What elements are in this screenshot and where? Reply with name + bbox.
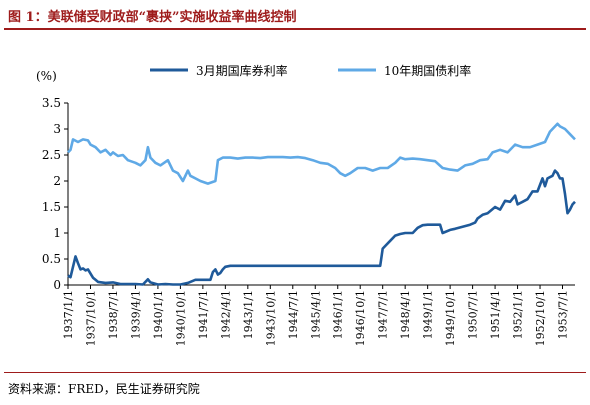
x-tick-label: 1953/7/1 [557, 290, 570, 339]
series-3m-line [67, 169, 576, 286]
x-tick-label: 1937/10/1 [84, 290, 97, 346]
y-tick-label: 2 [53, 174, 61, 188]
y-axis-unit: (%) [36, 69, 57, 83]
y-tick-label: 0.5 [42, 252, 61, 266]
x-tick-label: 1947/7/1 [377, 290, 390, 339]
series-10y-line [67, 122, 576, 185]
x-tick-label: 1938/7/1 [107, 290, 120, 339]
axes: 0 0.5 1 1.5 2 2.5 3 3.5 1937/1/1 1937/10/1 1938/7/… [42, 96, 575, 346]
chart: 3月期国库券利率 10年期国债利率 (%) 0 0.5 1 1.5 2 2.5 3 3.5 19… [36, 63, 576, 346]
x-tick-label: 1943/10/1 [264, 290, 277, 346]
x-tick-label: 1946/1/1 [332, 290, 345, 339]
x-tick-label: 1950/7/1 [467, 290, 480, 339]
x-tick-label: 1937/1/1 [62, 290, 75, 339]
source-divider [4, 372, 586, 373]
x-tick-label: 1940/10/1 [174, 290, 187, 346]
y-tick-label: 2.5 [42, 148, 61, 162]
figure-title: 图 1：美联储受财政部“裹挟”实施收益率曲线控制 [8, 10, 297, 25]
series-lines [67, 122, 576, 286]
y-tick-label: 1.5 [42, 200, 61, 214]
legend: 3月期国库券利率 10年期国债利率 [150, 63, 471, 78]
x-tick-label: 1952/1/1 [512, 290, 525, 339]
x-tick-label: 1942/4/1 [219, 290, 232, 339]
x-tick-label: 1944/7/1 [287, 290, 300, 339]
x-tick-label: 1952/10/1 [534, 290, 547, 346]
x-tick-label: 1951/4/1 [489, 290, 502, 339]
x-tick-label: 1940/1/1 [152, 290, 165, 339]
legend-label-3m: 3月期国库券利率 [196, 63, 288, 78]
x-tick-label: 1949/1/1 [422, 290, 435, 339]
x-tick-label: 1946/10/1 [354, 290, 367, 346]
title-divider [4, 28, 586, 30]
y-tick-label: 3 [53, 122, 61, 136]
x-tick-label: 1945/4/1 [309, 290, 322, 339]
x-tick-label: 1939/4/1 [129, 290, 142, 339]
x-tick-label: 1941/7/1 [197, 290, 210, 339]
x-tick-label: 1948/4/1 [399, 290, 412, 339]
source-note: 资料来源：FRED，民生证券研究院 [8, 382, 200, 396]
legend-label-10y: 10年期国债利率 [384, 63, 471, 78]
y-tick-label: 3.5 [42, 96, 61, 110]
x-tick-label: 1949/10/1 [444, 290, 457, 346]
y-tick-label: 0 [53, 278, 61, 292]
y-tick-label: 1 [53, 226, 61, 240]
x-tick-label: 1943/1/1 [242, 290, 255, 339]
